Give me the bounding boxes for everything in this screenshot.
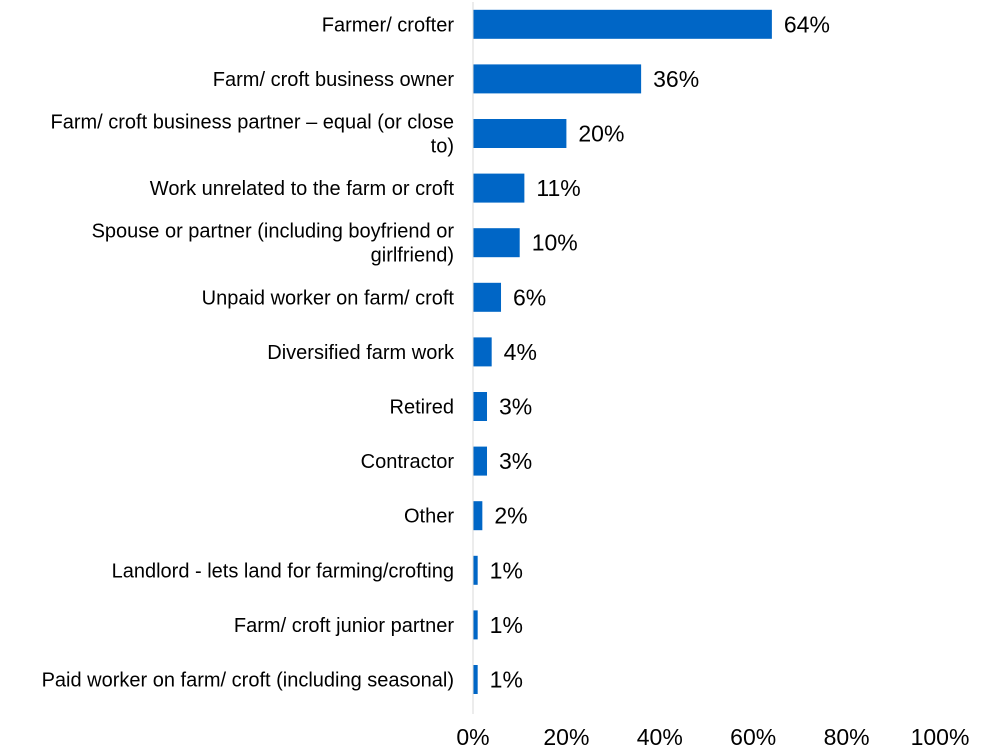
bar <box>473 610 478 640</box>
category-label: Unpaid worker on farm/ croft <box>202 287 455 309</box>
data-label: 11% <box>536 175 580 201</box>
data-label: 6% <box>513 284 546 310</box>
bar <box>473 392 488 421</box>
category-label: Retired <box>390 397 454 419</box>
category-label: Farm/ croft junior partner <box>234 615 454 637</box>
x-tick-label: 100% <box>911 724 970 750</box>
data-label: 1% <box>490 667 523 693</box>
x-tick-label: 60% <box>730 724 776 750</box>
data-label: 36% <box>653 66 699 92</box>
category-label: Farm/ croft business partner – equal (or… <box>50 112 454 158</box>
bar <box>473 9 772 39</box>
x-tick-label: 20% <box>543 724 589 750</box>
bar <box>473 228 520 258</box>
data-labels: 64% 36% 20% 11% 10% 6% 4% 3% 3% 2% 1% 1% 1% <box>490 11 830 692</box>
bar <box>473 555 478 585</box>
category-label: Work unrelated to the farm or croft <box>150 178 455 200</box>
bar <box>473 665 478 694</box>
category-label: Contractor <box>361 451 455 473</box>
bar <box>473 119 567 148</box>
bars-layer <box>473 9 772 694</box>
category-label: Farmer/ crofter <box>322 14 455 36</box>
category-label: Other <box>404 506 454 528</box>
data-label: 1% <box>490 612 523 638</box>
bar <box>473 173 525 203</box>
bar <box>473 446 488 476</box>
x-tick-label: 0% <box>456 724 489 750</box>
data-label: 64% <box>784 11 830 37</box>
category-label: Landlord - lets land for farming/croftin… <box>112 560 454 582</box>
data-label: 4% <box>504 339 537 365</box>
bar <box>473 501 483 531</box>
x-tick-label: 40% <box>637 724 683 750</box>
category-labels: Farmer/ crofter Farm/ croft business owne… <box>42 14 455 691</box>
category-label: Farm/ croft business owner <box>213 69 455 91</box>
category-label: Paid worker on farm/ croft (including se… <box>42 670 454 692</box>
category-label: Spouse or partner (including boyfriend o… <box>92 221 455 267</box>
data-label: 20% <box>578 121 624 147</box>
data-label: 3% <box>499 394 532 420</box>
data-label: 1% <box>490 557 523 583</box>
data-label: 10% <box>532 230 578 256</box>
bar <box>473 64 642 94</box>
category-label: Diversified farm work <box>267 342 455 364</box>
data-label: 2% <box>494 503 527 529</box>
x-tick-label: 80% <box>824 724 870 750</box>
bar <box>473 337 492 367</box>
bar <box>473 282 502 312</box>
data-label: 3% <box>499 448 532 474</box>
x-axis-ticks: 0% 20% 40% 60% 80% 100% <box>456 724 969 750</box>
